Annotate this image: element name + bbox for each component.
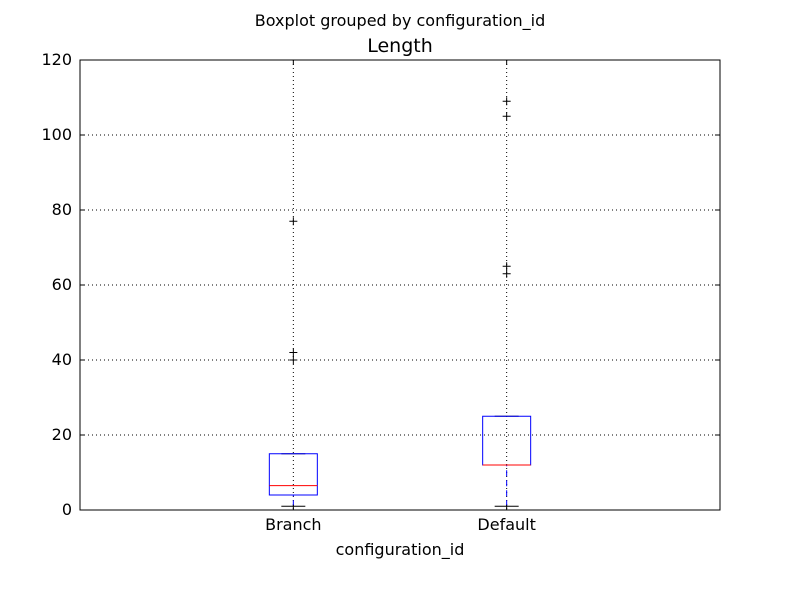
- y-tick-label: 60: [52, 275, 72, 294]
- axes: 0 20 40 60 80 100 120 Branch Default: [41, 50, 720, 534]
- y-tick-label: 100: [41, 125, 72, 144]
- outlier-point: [502, 269, 511, 278]
- y-tick-label: 20: [52, 425, 72, 444]
- chart-suptitle: Boxplot grouped by configuration_id: [255, 11, 546, 31]
- chart-title: Length: [367, 35, 433, 57]
- x-tick-label: Branch: [265, 515, 321, 534]
- x-tick-label: Default: [477, 515, 535, 534]
- outlier-point: [502, 112, 511, 121]
- outlier-point: [289, 348, 298, 357]
- outlier-point: [502, 262, 511, 271]
- y-tick-label: 40: [52, 350, 72, 369]
- grid-lines: [80, 60, 720, 510]
- y-tick-label: 80: [52, 200, 72, 219]
- box-group-default: [482, 97, 532, 507]
- box-group-branch: [268, 217, 318, 507]
- y-tick-label: 120: [41, 50, 72, 69]
- outlier-point: [502, 97, 511, 106]
- plot-area: [268, 97, 532, 507]
- outlier-point: [289, 356, 298, 364]
- y-tick-label: 0: [62, 500, 72, 519]
- box: [268, 453, 318, 496]
- x-axis-label: configuration_id: [336, 540, 465, 560]
- outlier-point: [289, 217, 298, 226]
